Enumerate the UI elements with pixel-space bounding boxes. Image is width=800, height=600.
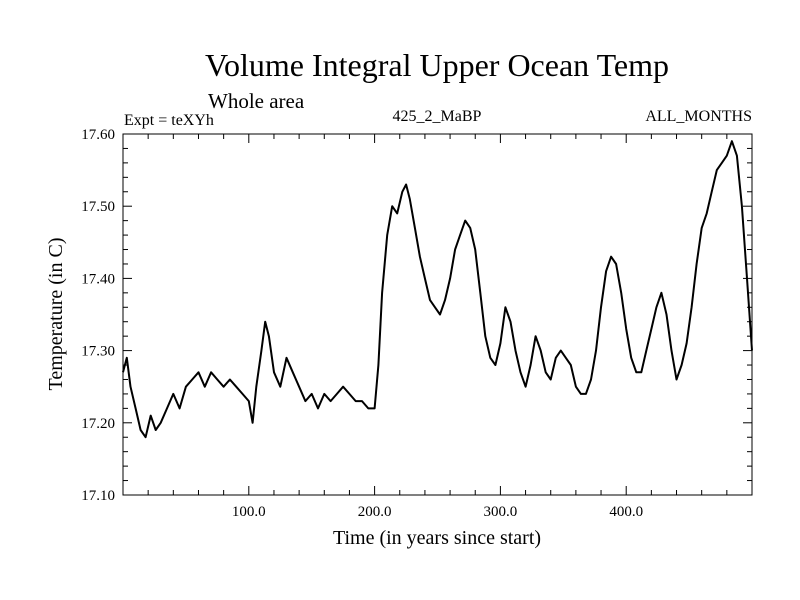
y-tick-label: 17.10 bbox=[81, 488, 115, 504]
plot-frame bbox=[122, 133, 753, 496]
y-tick-label: 17.40 bbox=[81, 271, 115, 287]
x-tick-label: 400.0 bbox=[609, 504, 643, 520]
axis-ticks bbox=[123, 133, 752, 496]
x-tick-label: 200.0 bbox=[358, 504, 392, 520]
header-left-label: Expt = teXYh bbox=[124, 112, 214, 129]
x-tick-label: 100.0 bbox=[232, 504, 266, 520]
x-axis-label: Time (in years since start) bbox=[333, 527, 541, 549]
chart-title: Volume Integral Upper Ocean Temp bbox=[205, 47, 669, 83]
axis-tick-labels: 17.10 17.20 17.30 17.40 17.50 17.60 100.0 200.0… bbox=[81, 127, 643, 520]
y-tick-label: 17.50 bbox=[81, 199, 115, 215]
header-right-label: ALL_MONTHS bbox=[645, 108, 752, 125]
x-tick-label: 300.0 bbox=[484, 504, 518, 520]
y-tick-label: 17.20 bbox=[81, 416, 115, 432]
chart-subtitle: Whole area bbox=[208, 89, 305, 113]
y-tick-label: 17.30 bbox=[81, 344, 115, 360]
series-line-temperature bbox=[122, 140, 753, 439]
y-axis-label: Temperature (in C) bbox=[45, 238, 67, 391]
y-tick-label: 17.60 bbox=[81, 127, 115, 143]
header-center-label: 425_2_MaBP bbox=[393, 108, 482, 125]
